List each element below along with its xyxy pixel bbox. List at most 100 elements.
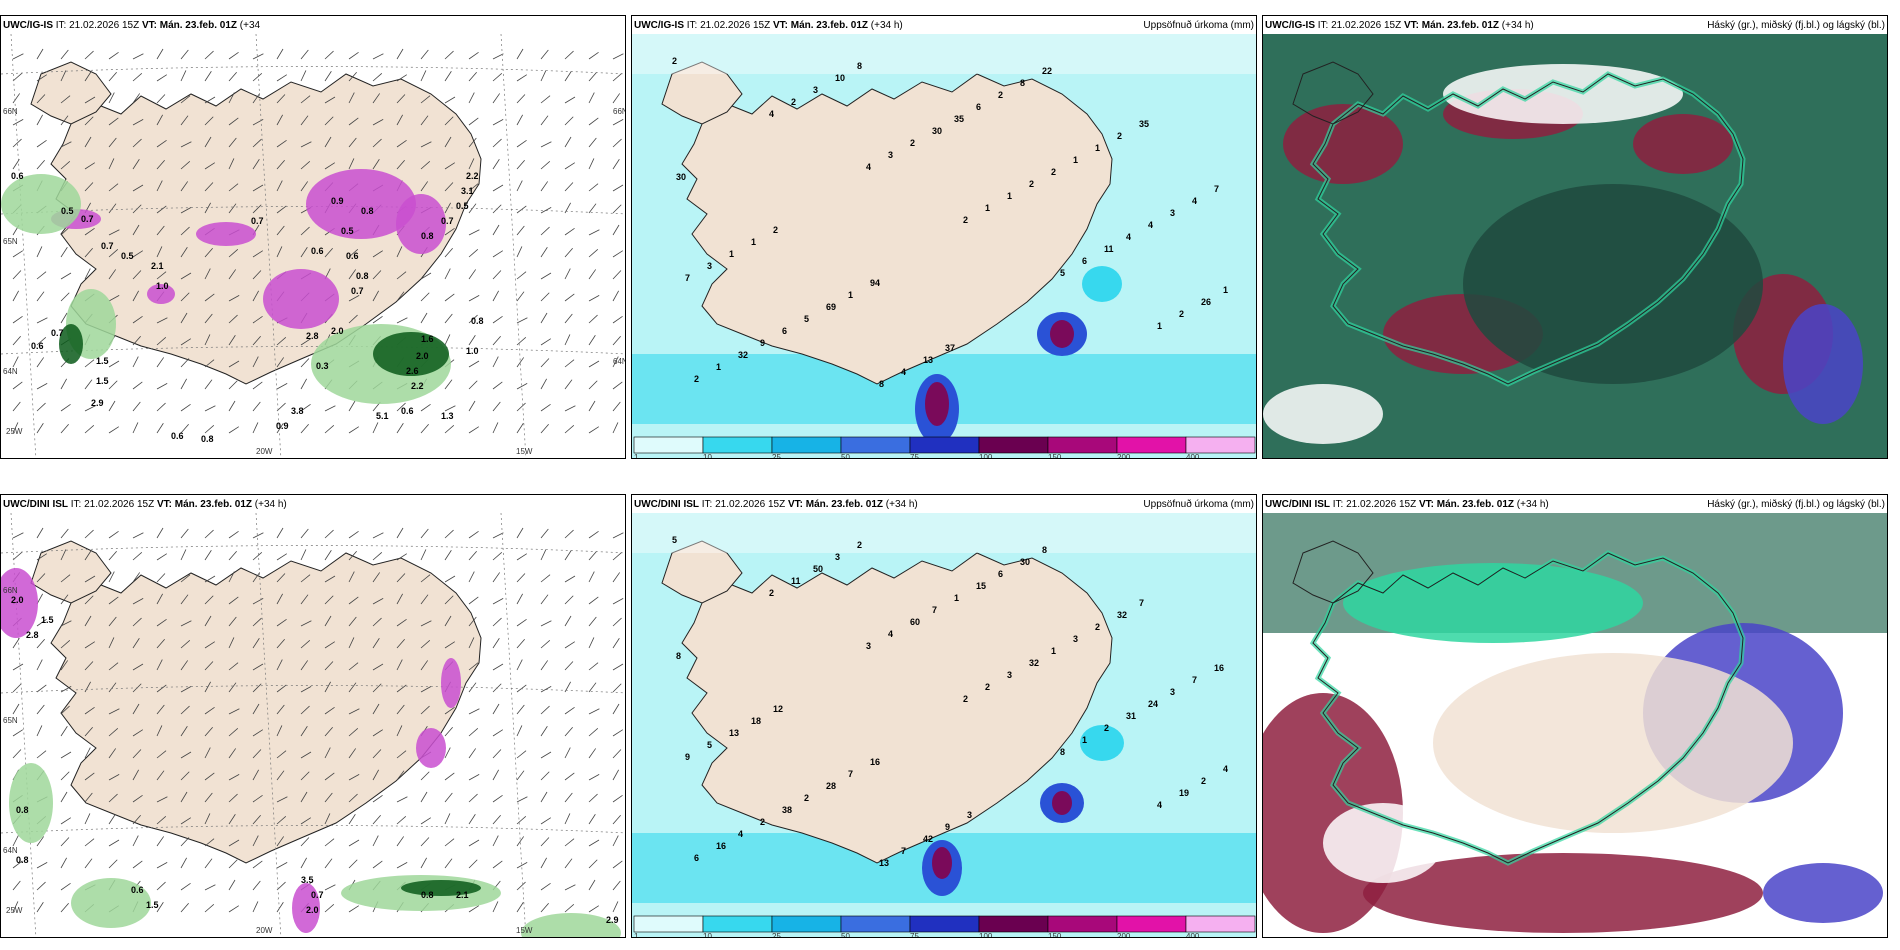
precip-value-label: 7 (1139, 598, 1144, 608)
wind-barb (612, 119, 624, 126)
wind-barb (156, 770, 165, 781)
wind-barb (180, 882, 191, 891)
wind-barb (324, 595, 334, 605)
wind-barb (12, 159, 20, 170)
wind-barb (372, 53, 384, 60)
snow-value-label: 0.8 (16, 805, 29, 815)
wind-barb (204, 425, 215, 434)
wind-barb (228, 295, 240, 302)
wind-barb (516, 618, 527, 627)
init-time: IT: 21.02.2026 15Z (70, 499, 155, 510)
longitude-label: 15W (516, 926, 533, 935)
wind-barb (132, 422, 139, 434)
wind-barb (276, 684, 287, 693)
wind-barb (132, 617, 142, 627)
wind-barb (564, 379, 573, 390)
wind-barb (60, 817, 72, 825)
legend-label: 50 (841, 453, 850, 459)
wind-barb (324, 661, 334, 671)
wind-barb (564, 838, 575, 847)
wind-barb (492, 184, 504, 192)
precip-value-label: 8 (879, 379, 884, 389)
precip-value-label: 8 (1042, 545, 1047, 555)
wind-barb (444, 116, 454, 126)
wind-barb (156, 74, 168, 82)
wind-barb (300, 95, 311, 104)
wind-barb (252, 552, 263, 561)
precip-value-label: 3 (1073, 634, 1078, 644)
snow-value-label: 3.8 (291, 406, 304, 416)
wind-barb (132, 53, 144, 60)
wind-barb (444, 334, 451, 346)
wind-barb (276, 836, 285, 847)
snow-area (9, 763, 53, 843)
wind-barb (420, 292, 430, 302)
wind-barb (300, 620, 312, 627)
wind-barb (228, 137, 237, 148)
wind-barb (132, 356, 139, 368)
wind-barb (540, 115, 549, 126)
valid-time: VT: Mán. 23.feb. 01Z (1403, 20, 1499, 31)
panel-header: UWC/IG-IS IT: 21.02.2026 15Z VT: Mán. 23… (3, 18, 623, 34)
wind-barb (420, 70, 427, 82)
wind-barb (612, 270, 622, 280)
snow-value-label: 0.5 (341, 226, 354, 236)
wind-barb (228, 314, 238, 324)
wind-barb (516, 770, 525, 781)
snow-value-label: 0.7 (251, 216, 264, 226)
precip-value-label: 32 (1117, 610, 1127, 620)
longitude-line (255, 34, 282, 458)
wind-barb (204, 550, 212, 561)
precip-value-label: 2 (1179, 309, 1184, 319)
wind-barb (444, 71, 452, 82)
precip-value-label: 2 (963, 694, 968, 704)
map-panel-dini-cloud: UWC/DINI ISL IT: 21.02.2026 15Z VT: Mán.… (1262, 494, 1888, 938)
wind-barb (516, 750, 527, 759)
wind-barb (492, 729, 504, 737)
wind-barb (348, 400, 356, 412)
wind-barb (324, 641, 336, 649)
wind-barb (204, 50, 214, 60)
wind-barb (228, 550, 237, 561)
wind-barb (204, 792, 213, 803)
valid-time: VT: Mán. 23.feb. 01Z (141, 20, 237, 31)
wind-barb (252, 860, 263, 869)
wind-barb (564, 359, 575, 368)
precip-value-label: 4 (866, 162, 871, 172)
wind-barb (108, 117, 119, 126)
field-title: Háský (gr.), miðský (fj.bl.) og lágský (… (1707, 20, 1885, 31)
wind-barb (132, 552, 143, 561)
wind-barb (84, 706, 95, 715)
wind-barb (276, 402, 286, 412)
wind-barb (108, 708, 120, 715)
wind-barb (324, 681, 332, 693)
wind-barb (444, 792, 453, 803)
precip-value-label: 4 (901, 367, 906, 377)
wind-barb (228, 616, 237, 627)
wind-barb (12, 703, 20, 715)
wind-barb (372, 290, 380, 302)
wind-barb (276, 357, 285, 368)
wind-barb (564, 615, 572, 627)
precip-value-label: 2 (769, 588, 774, 598)
wind-barb (468, 158, 475, 170)
wind-barb (180, 686, 192, 693)
wind-barb (612, 422, 619, 434)
wind-barb (468, 51, 479, 60)
precip-value-label: 6 (694, 853, 699, 863)
wind-barb (468, 571, 475, 583)
wind-barb (108, 793, 118, 803)
wind-barb (108, 51, 119, 60)
wind-barb (60, 660, 69, 671)
wind-barb (36, 573, 46, 583)
wind-barb (420, 857, 428, 869)
wind-barb (300, 771, 310, 781)
wind-barb (156, 114, 164, 126)
wind-barb (36, 836, 45, 847)
wind-barb (588, 203, 597, 214)
wind-barb (60, 705, 70, 715)
wind-barb (588, 51, 599, 60)
wind-barb (612, 598, 624, 605)
wind-barb (444, 96, 456, 104)
wind-barb (84, 726, 93, 737)
